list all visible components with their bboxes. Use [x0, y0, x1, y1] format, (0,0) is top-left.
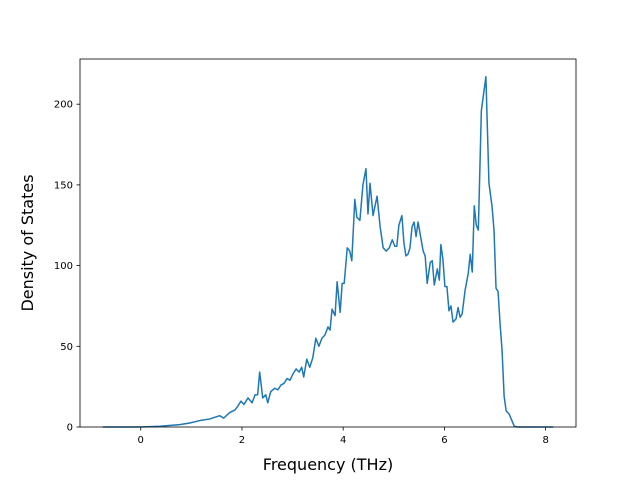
x-tick-label: 4: [340, 435, 346, 446]
y-tick-label: 0: [67, 423, 73, 434]
x-tick-label: 6: [441, 435, 447, 446]
line: [102, 76, 554, 428]
x-tick-label: 0: [138, 435, 144, 446]
y-axis-label: Density of States: [18, 174, 37, 311]
y-tick-label: 100: [54, 261, 73, 272]
x-tick-label: 2: [239, 435, 245, 446]
y-tick-label: 50: [60, 342, 73, 353]
x-tick-label: 8: [542, 435, 548, 446]
y-tick-label: 150: [54, 180, 73, 191]
plot-frame: [79, 58, 577, 428]
x-axis-label: Frequency (THz): [263, 455, 393, 474]
y-tick-label: 200: [54, 100, 73, 111]
